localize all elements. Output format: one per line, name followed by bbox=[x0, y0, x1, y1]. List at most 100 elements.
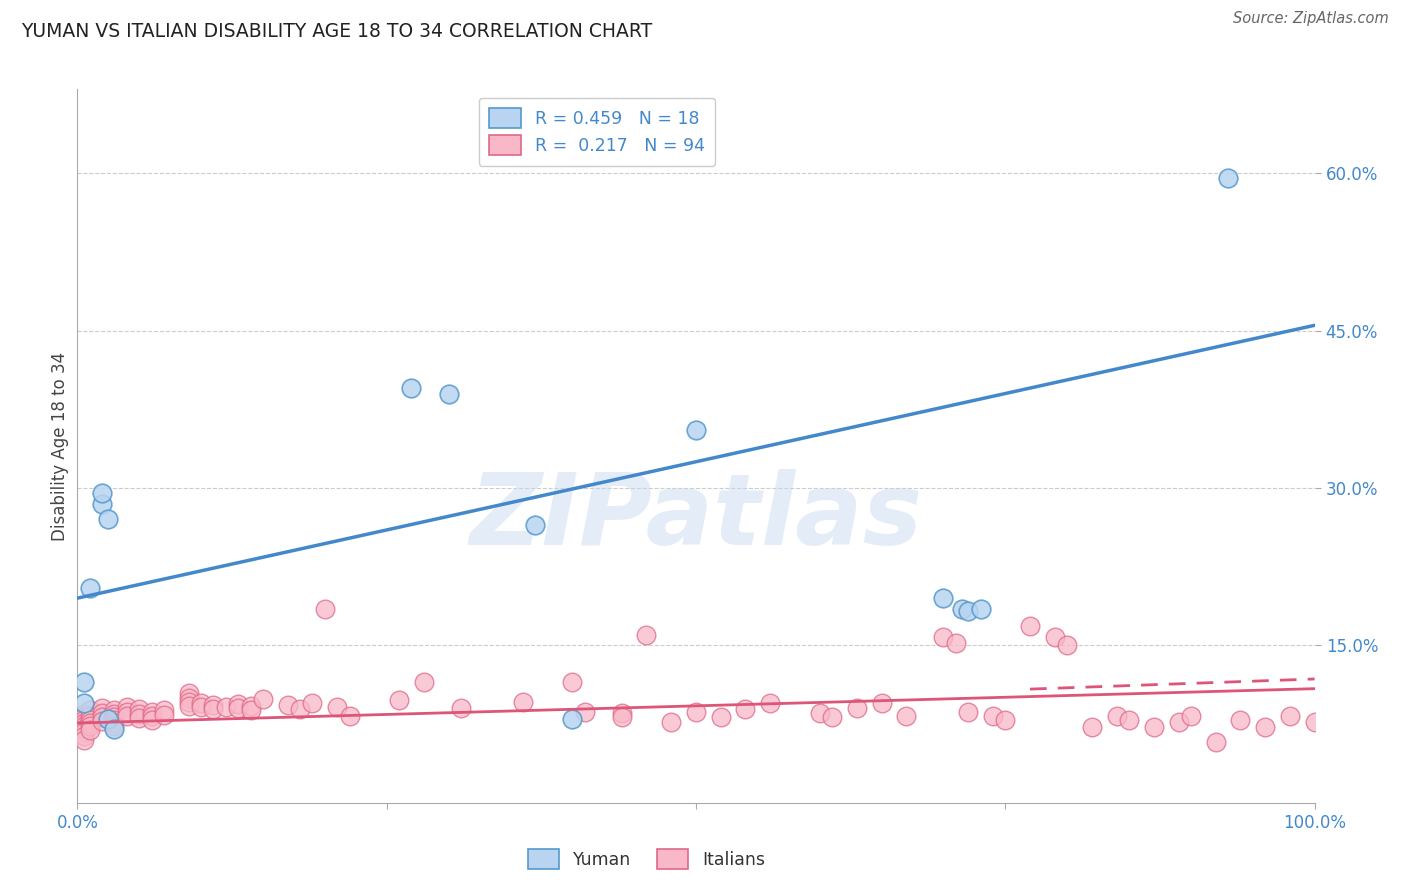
Point bbox=[72, 723, 94, 737]
Point bbox=[808, 706, 831, 720]
Point bbox=[710, 710, 733, 724]
Point bbox=[314, 601, 336, 615]
Point bbox=[141, 713, 163, 727]
Point bbox=[72, 696, 94, 710]
Text: YUMAN VS ITALIAN DISABILITY AGE 18 TO 34 CORRELATION CHART: YUMAN VS ITALIAN DISABILITY AGE 18 TO 34… bbox=[21, 22, 652, 41]
Point bbox=[326, 700, 349, 714]
Point bbox=[91, 706, 114, 720]
Point bbox=[72, 713, 94, 727]
Point bbox=[115, 700, 138, 714]
Text: Source: ZipAtlas.com: Source: ZipAtlas.com bbox=[1233, 11, 1389, 26]
Point bbox=[1019, 619, 1042, 633]
Point bbox=[103, 723, 125, 737]
Point bbox=[561, 712, 583, 726]
Point bbox=[610, 710, 633, 724]
Point bbox=[72, 710, 94, 724]
Point bbox=[1278, 708, 1301, 723]
Point bbox=[91, 714, 114, 728]
Point bbox=[610, 706, 633, 720]
Point bbox=[239, 703, 262, 717]
Point bbox=[72, 732, 94, 747]
Point bbox=[91, 710, 114, 724]
Point bbox=[215, 700, 238, 714]
Point bbox=[72, 719, 94, 733]
Point bbox=[177, 685, 200, 699]
Point bbox=[79, 723, 101, 738]
Point bbox=[969, 601, 991, 615]
Point bbox=[115, 705, 138, 719]
Point bbox=[1229, 713, 1251, 727]
Point bbox=[128, 706, 150, 721]
Point bbox=[153, 707, 176, 722]
Point bbox=[1216, 171, 1239, 186]
Point bbox=[91, 497, 114, 511]
Point bbox=[91, 701, 114, 715]
Point bbox=[734, 702, 756, 716]
Point bbox=[524, 517, 547, 532]
Point bbox=[981, 708, 1004, 723]
Point bbox=[153, 703, 176, 717]
Point bbox=[437, 386, 460, 401]
Point bbox=[91, 486, 114, 500]
Point bbox=[401, 381, 423, 395]
Point bbox=[1143, 720, 1166, 734]
Point bbox=[103, 716, 125, 731]
Point bbox=[636, 628, 658, 642]
Point bbox=[957, 705, 980, 719]
Point bbox=[1081, 720, 1104, 734]
Point bbox=[72, 706, 94, 721]
Point bbox=[252, 692, 274, 706]
Point bbox=[103, 719, 125, 733]
Point bbox=[97, 712, 120, 726]
Point bbox=[79, 716, 101, 731]
Point bbox=[950, 601, 973, 615]
Y-axis label: Disability Age 18 to 34: Disability Age 18 to 34 bbox=[51, 351, 69, 541]
Point bbox=[103, 713, 125, 727]
Point bbox=[79, 703, 101, 717]
Point bbox=[945, 636, 967, 650]
Point bbox=[115, 708, 138, 723]
Point bbox=[128, 711, 150, 725]
Point bbox=[957, 604, 980, 618]
Point bbox=[190, 696, 212, 710]
Point bbox=[190, 700, 212, 714]
Point bbox=[512, 695, 534, 709]
Point bbox=[288, 702, 311, 716]
Point bbox=[1056, 639, 1078, 653]
Point bbox=[994, 713, 1017, 727]
Point bbox=[141, 708, 163, 723]
Point bbox=[128, 702, 150, 716]
Point bbox=[450, 701, 472, 715]
Point bbox=[72, 729, 94, 743]
Point bbox=[141, 705, 163, 719]
Point bbox=[103, 706, 125, 721]
Point bbox=[239, 699, 262, 714]
Point bbox=[1254, 720, 1277, 734]
Point bbox=[659, 714, 682, 729]
Point bbox=[896, 708, 918, 723]
Point bbox=[845, 701, 868, 715]
Point bbox=[177, 699, 200, 714]
Point bbox=[97, 512, 120, 526]
Point bbox=[277, 698, 299, 713]
Point bbox=[1205, 735, 1227, 749]
Point bbox=[821, 710, 844, 724]
Point bbox=[1180, 708, 1202, 723]
Point bbox=[202, 702, 225, 716]
Point bbox=[72, 725, 94, 739]
Point bbox=[412, 675, 434, 690]
Point bbox=[177, 690, 200, 705]
Point bbox=[226, 701, 249, 715]
Point bbox=[202, 698, 225, 713]
Point bbox=[226, 697, 249, 711]
Point bbox=[1043, 630, 1066, 644]
Point bbox=[79, 708, 101, 723]
Point bbox=[932, 591, 955, 606]
Point bbox=[561, 675, 583, 690]
Point bbox=[1303, 714, 1326, 729]
Point bbox=[79, 581, 101, 595]
Point bbox=[932, 630, 955, 644]
Point bbox=[685, 423, 707, 437]
Point bbox=[79, 719, 101, 733]
Point bbox=[870, 696, 893, 710]
